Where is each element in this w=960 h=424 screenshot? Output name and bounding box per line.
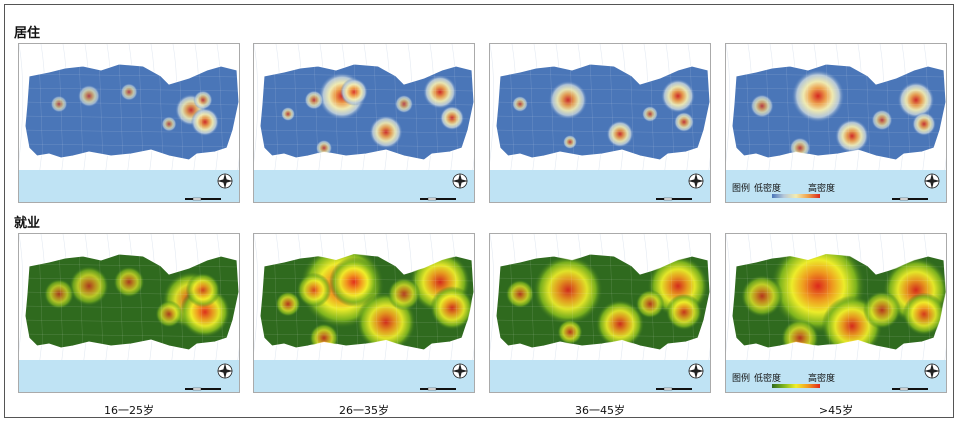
density-hotspot [750,94,774,118]
district-area [259,63,474,161]
density-hotspot [43,278,75,310]
density-hotspot [423,75,457,109]
density-hotspot [791,69,845,123]
density-hotspot [533,255,603,325]
age-label-16-25: 16一25岁 [104,404,154,417]
density-hotspot [781,319,819,350]
compass-rose-icon [924,173,940,189]
density-map-employment-3 [489,233,711,393]
age-label-26-35: 26一35岁 [339,404,389,417]
legend-low-label: 低密度 [754,374,782,384]
sea-area [254,360,474,392]
density-hotspot [155,300,183,328]
sea-area [726,170,946,202]
compass-rose-icon [452,173,468,189]
legend-title: 图例 [732,374,751,384]
density-hotspot [309,323,339,350]
compass-rose-icon [688,173,704,189]
density-hotspot [394,94,414,114]
row-label-employment: 就业 [14,216,41,231]
density-map-employment-1 [18,233,240,393]
figure-frame [4,4,954,418]
density-hotspot [430,286,474,330]
legend-low-label: 低密度 [754,184,782,194]
density-hotspot [50,95,68,113]
scale-bar-icon [892,387,928,391]
density-hotspot [296,272,332,308]
sea-area [19,360,239,392]
density-hotspot [557,319,583,345]
compass-rose-icon [688,363,704,379]
sea-area [19,170,239,202]
density-hotspot [387,277,421,311]
density-hotspot [304,90,324,110]
density-hotspot [673,111,695,133]
scale-bar-icon [185,387,221,391]
density-hotspot [439,105,465,131]
density-hotspot [161,116,177,132]
density-hotspot [280,106,296,122]
row-label-residence: 居住 [14,26,41,41]
legend-high-label: 高密度 [808,374,836,384]
density-hotspot [665,293,703,331]
density-hotspot [77,84,101,108]
density-hotspot [740,274,784,318]
density-hotspot [902,292,946,336]
sea-area [254,170,474,202]
compass-rose-icon [924,363,940,379]
scale-bar-icon [656,197,692,201]
density-hotspot [595,299,645,349]
density-hotspot [369,115,403,149]
density-hotspot [275,291,301,317]
density-hotspot [190,107,220,137]
compass-rose-icon [217,173,233,189]
density-hotspot [315,139,333,157]
density-map-residence-3 [489,43,711,203]
scale-bar-icon [892,197,928,201]
scale-bar-icon [420,387,456,391]
density-hotspot [185,272,221,308]
density-map-residence-1 [18,43,240,203]
density-hotspot [512,96,528,112]
legend-color-ramp [772,384,820,388]
density-hotspot [897,81,935,119]
density-hotspot [329,257,379,307]
density-hotspot [69,266,109,306]
density-hotspot [635,289,665,319]
density-hotspot [642,106,658,122]
density-map-employment-2 [253,233,475,393]
density-hotspot [120,83,138,101]
sea-area [726,360,946,392]
density-hotspot [548,80,588,120]
age-label-36-45: 36一45岁 [575,404,625,417]
density-hotspot [606,120,634,148]
compass-rose-icon [217,363,233,379]
density-hotspot [340,78,368,106]
density-hotspot [562,134,578,150]
density-hotspot [912,112,936,136]
density-hotspot [505,279,535,309]
density-map-residence-2 [253,43,475,203]
density-hotspot [661,79,695,113]
legend-color-ramp [772,194,820,198]
district-area [24,63,239,161]
district-area [495,63,710,161]
compass-rose-icon [452,363,468,379]
density-hotspot [193,90,213,110]
sea-area [490,360,710,392]
age-label-over-45: >45岁 [818,404,854,417]
sea-area [490,170,710,202]
density-hotspot [835,119,869,153]
scale-bar-icon [420,197,456,201]
legend-high-label: 高密度 [808,184,836,194]
density-hotspot [871,109,893,131]
density-hotspot [113,266,145,298]
scale-bar-icon [656,387,692,391]
scale-bar-icon [185,197,221,201]
density-map-employment-4: 图例 低密度 高密度 [725,233,947,393]
density-hotspot [863,291,901,329]
legend-title: 图例 [732,184,751,194]
density-map-residence-4: 图例 低密度 高密度 [725,43,947,203]
